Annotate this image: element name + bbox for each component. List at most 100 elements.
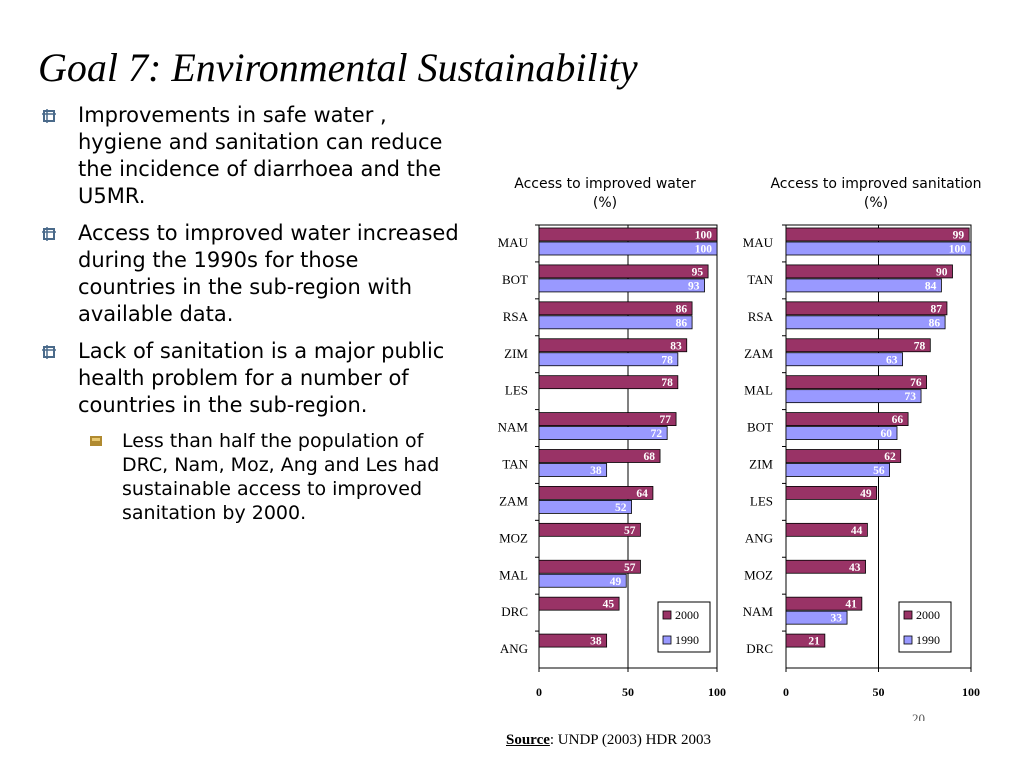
bar-2000-mau: [538, 227, 718, 242]
bar-2000-tan: [785, 264, 953, 279]
legend-label: 2000: [916, 608, 940, 622]
category-label: BOT: [502, 272, 528, 287]
bar-1990-mal: [785, 389, 922, 404]
chart-title: Access to improved sanitation: [770, 176, 981, 192]
chart-2: Access to improved sanitation (%) 0 50 100 MA…: [743, 176, 982, 699]
category-label: MAU: [743, 235, 774, 250]
bar-1990-mal: [538, 573, 627, 588]
data-label: 78: [661, 354, 673, 366]
chart-title: Access to improved water: [514, 176, 696, 192]
data-label: 62: [884, 451, 896, 463]
bullet-text: Improvements in safe water , hygiene and…: [78, 103, 443, 208]
bar-2000-mal: [538, 559, 641, 574]
data-label: 99: [953, 230, 965, 242]
data-label: 100: [695, 230, 713, 242]
data-label: 45: [603, 599, 615, 611]
data-label: 68: [644, 451, 656, 463]
bar-2000-zam: [538, 486, 654, 500]
data-label: 87: [930, 303, 942, 315]
bar-2000-les: [785, 486, 878, 500]
category-label: ANG: [500, 641, 528, 656]
bar-1990-zam: [538, 500, 632, 514]
x-tick-label: 50: [622, 685, 634, 699]
bar-2000-ang: [785, 522, 868, 537]
data-label: 41: [845, 599, 857, 611]
bullet-item: Access to improved water increased durin…: [42, 220, 462, 328]
category-label: MOZ: [744, 567, 773, 582]
slide-title: Goal 7: Environmental Sustainability: [38, 45, 638, 90]
data-label: 38: [590, 465, 602, 477]
source-text: : UNDP (2003) HDR 2003: [549, 732, 712, 748]
bar-2000-tan: [538, 449, 661, 463]
chart-1: Access to improved water (%) 0 50 100 MAU 100 1…: [498, 176, 726, 699]
data-label: 21: [808, 636, 820, 648]
data-label: 100: [949, 244, 967, 256]
category-label: ANG: [745, 530, 773, 545]
bar-1990-bot: [538, 278, 705, 293]
bar-2000-moz: [538, 522, 641, 537]
bar-2000-rsa: [785, 301, 948, 316]
category-label: BOT: [747, 420, 773, 435]
bar-2000-mal: [785, 375, 928, 390]
legend-swatch-2000: [903, 610, 913, 620]
category-label: LES: [505, 383, 528, 398]
data-label: 33: [831, 613, 843, 625]
bar-1990-nam: [785, 610, 848, 625]
data-label: 57: [624, 525, 636, 537]
category-label: ZIM: [504, 346, 528, 361]
legend-label: 1990: [675, 633, 699, 647]
legend-swatch-1990: [662, 635, 672, 645]
bar-1990-zim: [785, 463, 890, 477]
bar-1990-rsa: [785, 315, 946, 330]
bar-2000-drc: [538, 596, 620, 611]
legend-swatch-2000: [662, 610, 672, 620]
source-label: Source: [506, 732, 550, 748]
data-label: 86: [676, 317, 688, 329]
bar-1990-zim: [538, 352, 679, 367]
bar-2000-nam: [538, 412, 677, 426]
bar-2000-zim: [538, 338, 688, 353]
bar-1990-tan: [785, 278, 942, 293]
bar-2000-moz: [785, 559, 866, 574]
data-label: 57: [624, 562, 636, 574]
bar-2000-drc: [785, 633, 826, 648]
category-label: DRC: [501, 604, 528, 619]
category-label: TAN: [502, 457, 528, 472]
bullet-text: Access to improved water increased durin…: [78, 221, 459, 326]
bullet-text: Lack of sanitation is a major public hea…: [78, 339, 445, 417]
bar-2000-bot: [538, 264, 709, 279]
data-label: 56: [873, 465, 885, 477]
chart-title: (%): [593, 195, 617, 211]
data-label: 90: [936, 266, 948, 278]
bar-2000-zim: [785, 449, 902, 463]
data-label: 43: [849, 562, 861, 574]
bullet-icon: [42, 345, 56, 359]
x-tick-label: 100: [708, 685, 726, 699]
data-label: 49: [860, 488, 872, 500]
data-label: 78: [914, 340, 926, 352]
data-label: 83: [670, 340, 682, 352]
bullet-icon: [42, 109, 56, 123]
x-tick-label: 100: [962, 685, 980, 699]
data-label: 86: [676, 303, 688, 315]
data-label: 52: [615, 502, 627, 514]
bullet-item: Improvements in safe water , hygiene and…: [42, 102, 462, 210]
x-tick-label: 0: [536, 685, 542, 699]
bar-1990-bot: [785, 426, 898, 440]
legend: 2000 1990: [657, 601, 711, 653]
category-label: ZIM: [749, 457, 773, 472]
sub-bullet-item: Less than half the population of DRC, Na…: [42, 429, 462, 525]
bullet-item: Lack of sanitation is a major public hea…: [42, 338, 462, 419]
page-number: 20: [912, 711, 925, 721]
data-label: 66: [892, 414, 904, 426]
legend-label: 1990: [916, 633, 940, 647]
bar-2000-rsa: [538, 301, 693, 316]
data-label: 72: [651, 428, 663, 440]
data-label: 93: [688, 280, 700, 292]
data-label: 76: [910, 377, 922, 389]
category-label: MAL: [744, 383, 773, 398]
source-note: Source: UNDP (2003) HDR 2003: [506, 732, 711, 749]
category-label: MAL: [499, 567, 528, 582]
category-label: NAM: [498, 420, 529, 435]
sub-bullet-icon: [90, 436, 102, 446]
